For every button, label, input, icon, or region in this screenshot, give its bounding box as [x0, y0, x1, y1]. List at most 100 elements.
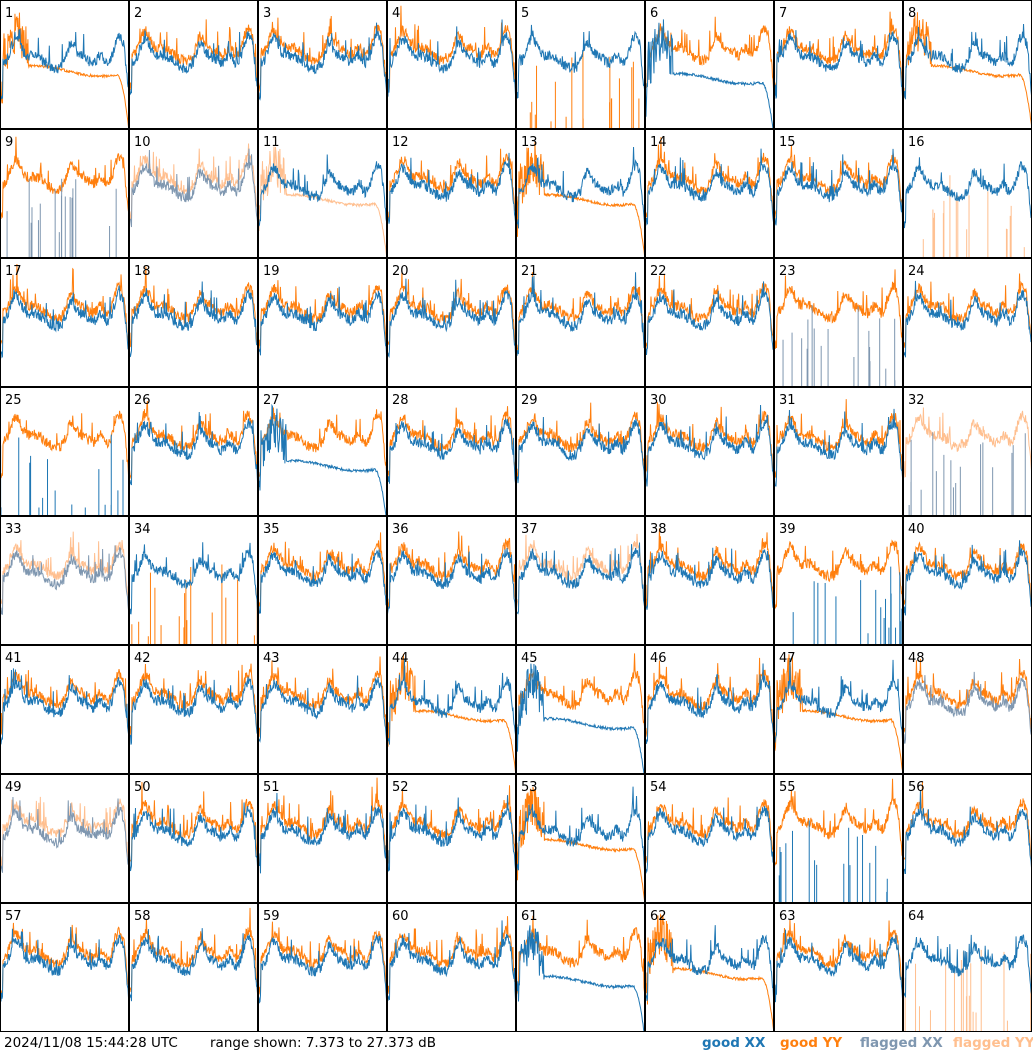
panel-3: 3: [258, 0, 387, 129]
panel-border-56: [903, 774, 1032, 903]
panel-22: 22: [645, 258, 774, 387]
panel-border-19: [258, 258, 387, 387]
panel-61: 61: [516, 903, 645, 1032]
series-yy-53: [516, 786, 645, 903]
panel-19: 19: [258, 258, 387, 387]
panel-label-63: 63: [779, 909, 796, 924]
series-xx-22: [645, 281, 774, 356]
panel-label-3: 3: [263, 6, 271, 21]
panel-border-1: [0, 0, 129, 129]
panel-border-39: [774, 516, 903, 645]
panel-border-57: [0, 903, 129, 1032]
series-xx-36: [387, 547, 516, 615]
series-yy-54: [645, 797, 774, 865]
series-xx-25: [0, 434, 129, 516]
panel-border-7: [774, 0, 903, 129]
series-xx-31: [774, 408, 903, 487]
series-yy-49: [0, 796, 129, 866]
legend-good-yy: good YY: [780, 1035, 843, 1051]
series-xx-58: [129, 928, 258, 1005]
series-yy-21: [516, 272, 645, 351]
series-yy-11: [258, 146, 387, 258]
series-xx-39: [774, 566, 903, 645]
panel-border-9: [0, 129, 129, 258]
series-yy-32: [903, 407, 1032, 478]
panel-32: 32: [903, 387, 1032, 516]
series-xx-28: [387, 418, 516, 489]
panel-label-60: 60: [392, 909, 409, 924]
panel-45: 45: [516, 645, 645, 774]
timestamp: 2024/11/08 15:44:28 UTC: [4, 1035, 178, 1051]
panel-55: 55: [774, 774, 903, 903]
panel-40: 40: [903, 516, 1032, 645]
panel-2: 2: [129, 0, 258, 129]
panel-label-59: 59: [263, 909, 280, 924]
series-xx-8: [903, 23, 1032, 101]
series-yy-63: [774, 919, 903, 995]
panel-border-12: [387, 129, 516, 258]
series-xx-1: [0, 28, 129, 100]
panel-border-36: [387, 516, 516, 645]
series-xx-60: [387, 920, 516, 1001]
panel-label-45: 45: [521, 651, 538, 666]
panel-49: 49: [0, 774, 129, 903]
series-xx-53: [516, 786, 645, 873]
series-xx-52: [387, 795, 516, 876]
series-xx-4: [387, 19, 516, 97]
panel-43: 43: [258, 645, 387, 774]
panel-border-15: [774, 129, 903, 258]
panel-label-22: 22: [650, 264, 667, 279]
series-yy-36: [387, 531, 516, 609]
panel-border-2: [129, 0, 258, 129]
series-xx-55: [774, 820, 903, 903]
series-yy-55: [774, 778, 903, 866]
panel-33: 33: [0, 516, 129, 645]
series-xx-27: [258, 403, 387, 516]
series-xx-50: [129, 802, 258, 876]
panel-label-36: 36: [392, 522, 409, 537]
panel-border-52: [387, 774, 516, 903]
series-xx-40: [903, 540, 1032, 616]
panel-label-4: 4: [392, 6, 400, 21]
panel-13: 13: [516, 129, 645, 258]
panel-4: 4: [387, 0, 516, 129]
series-xx-59: [258, 934, 387, 1004]
series-yy-7: [774, 11, 903, 91]
panel-16: 16: [903, 129, 1032, 258]
panel-label-26: 26: [134, 393, 151, 408]
series-yy-2: [129, 19, 258, 94]
series-xx-44: [387, 659, 516, 745]
series-yy-9: [0, 136, 129, 220]
panel-label-5: 5: [521, 6, 529, 21]
panel-border-59: [258, 903, 387, 1032]
panel-label-33: 33: [5, 522, 22, 537]
panel-border-23: [774, 258, 903, 387]
series-yy-5: [516, 50, 645, 129]
panel-border-16: [903, 129, 1032, 258]
panel-38: 38: [645, 516, 774, 645]
series-xx-37: [516, 542, 645, 615]
panel-label-2: 2: [134, 6, 142, 21]
panel-label-48: 48: [908, 651, 925, 666]
series-yy-52: [387, 785, 516, 864]
series-xx-16: [903, 157, 1032, 229]
series-xx-41: [0, 668, 129, 747]
series-yy-39: [774, 539, 903, 609]
series-yy-59: [258, 921, 387, 996]
panel-18: 18: [129, 258, 258, 387]
series-xx-18: [129, 281, 258, 360]
panel-label-44: 44: [392, 651, 409, 666]
series-yy-57: [0, 922, 129, 995]
panel-15: 15: [774, 129, 903, 258]
panel-border-53: [516, 774, 645, 903]
panel-border-28: [387, 387, 516, 516]
panel-border-55: [774, 774, 903, 903]
panel-border-64: [903, 903, 1032, 1032]
series-yy-22: [645, 273, 774, 348]
panel-28: 28: [387, 387, 516, 516]
series-yy-44: [387, 653, 516, 774]
series-xx-32: [903, 432, 1032, 516]
series-yy-14: [645, 137, 774, 219]
panel-42: 42: [129, 645, 258, 774]
